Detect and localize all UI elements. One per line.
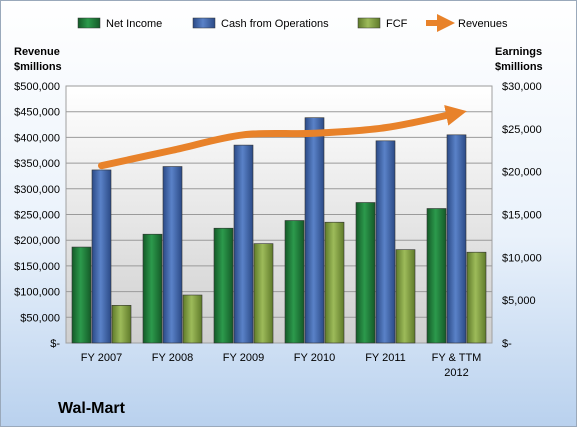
right-tick-label: $15,000: [502, 210, 542, 222]
right-axis-ticks: $- $5,000 $10,000 $15,000 $20,000 $25,000 $30,…: [502, 81, 542, 350]
right-tick-label: $10,000: [502, 252, 542, 264]
bar-net-income: [284, 220, 305, 344]
left-tick-label: $50,000: [20, 312, 60, 324]
bar-fcf: [466, 251, 487, 344]
revenue-line: [98, 105, 467, 170]
right-tick-label: $5,000: [502, 295, 536, 307]
bar-net-income: [426, 208, 447, 344]
left-tick-label: $400,000: [14, 132, 60, 144]
left-tick-label: $150,000: [14, 261, 60, 273]
category-label: FY & TTM 2012: [432, 352, 482, 379]
gridlines: [66, 85, 492, 318]
legend-label-revenues: Revenues: [458, 18, 508, 30]
left-tick-label: $350,000: [14, 158, 60, 170]
legend-label-net-income: Net Income: [106, 18, 162, 30]
legend-label-fcf: FCF: [386, 18, 408, 30]
company-name: Wal-Mart: [58, 400, 126, 417]
bar-fcf: [111, 305, 132, 344]
right-axis-title-line-1: Earnings: [495, 46, 542, 58]
right-tick-label: $25,000: [502, 124, 542, 136]
right-tick-label: $-: [502, 338, 512, 350]
bar-cash-from-operations: [233, 144, 254, 344]
legend-swatch-cash-from-operations: [192, 17, 216, 29]
left-tick-label: $300,000: [14, 184, 60, 196]
left-axis-title-line-2: $millions: [14, 61, 62, 73]
right-tick-label: $30,000: [502, 81, 542, 93]
left-tick-label: $-: [50, 338, 60, 350]
legend-label-cash-from-operations: Cash from Operations: [221, 18, 329, 30]
left-axis-ticks: $- $50,000 $100,000 $150,000 $200,000 $250,00…: [14, 81, 60, 350]
revenues-line: [98, 105, 467, 170]
right-tick-label: $20,000: [502, 167, 542, 179]
bar-net-income: [71, 246, 92, 344]
legend-swatch-fcf: [357, 17, 381, 29]
bar-fcf: [324, 221, 345, 344]
left-axis-title-line-1: Revenue: [14, 46, 60, 58]
bar-cash-from-operations: [446, 134, 467, 344]
right-axis-title-line-2: $millions: [495, 61, 543, 73]
bar-cash-from-operations: [91, 169, 112, 344]
left-tick-label: $250,000: [14, 210, 60, 222]
bar-net-income: [355, 202, 376, 344]
category-label: FY 2008: [152, 352, 193, 364]
category-label: FY 2009: [223, 352, 264, 364]
left-tick-label: $200,000: [14, 235, 60, 247]
bar-fcf: [253, 243, 274, 344]
bar-fcf: [395, 249, 416, 344]
left-tick-label: $500,000: [14, 81, 60, 93]
category-label: FY 2007: [81, 352, 122, 364]
bars: [71, 117, 487, 344]
bar-cash-from-operations: [304, 117, 325, 344]
category-label: FY 2010: [294, 352, 335, 364]
right-axis-title: Earnings $millions: [495, 46, 543, 73]
left-axis-title: Revenue $millions: [14, 46, 62, 73]
category-labels: FY 2007 FY 2008 FY 2009 FY 2010 FY 2011 FY & …: [81, 352, 482, 379]
bar-cash-from-operations: [162, 166, 183, 344]
bar-cash-from-operations: [375, 140, 396, 344]
left-tick-label: $100,000: [14, 287, 60, 299]
legend-swatch-net-income: [77, 17, 101, 29]
bar-fcf: [182, 294, 203, 344]
bar-net-income: [142, 233, 163, 344]
category-label: FY 2011: [365, 352, 406, 364]
legend: Net Income Cash from Operations FCF Revenue…: [77, 14, 508, 32]
bar-net-income: [213, 227, 234, 344]
left-tick-label: $450,000: [14, 107, 60, 119]
